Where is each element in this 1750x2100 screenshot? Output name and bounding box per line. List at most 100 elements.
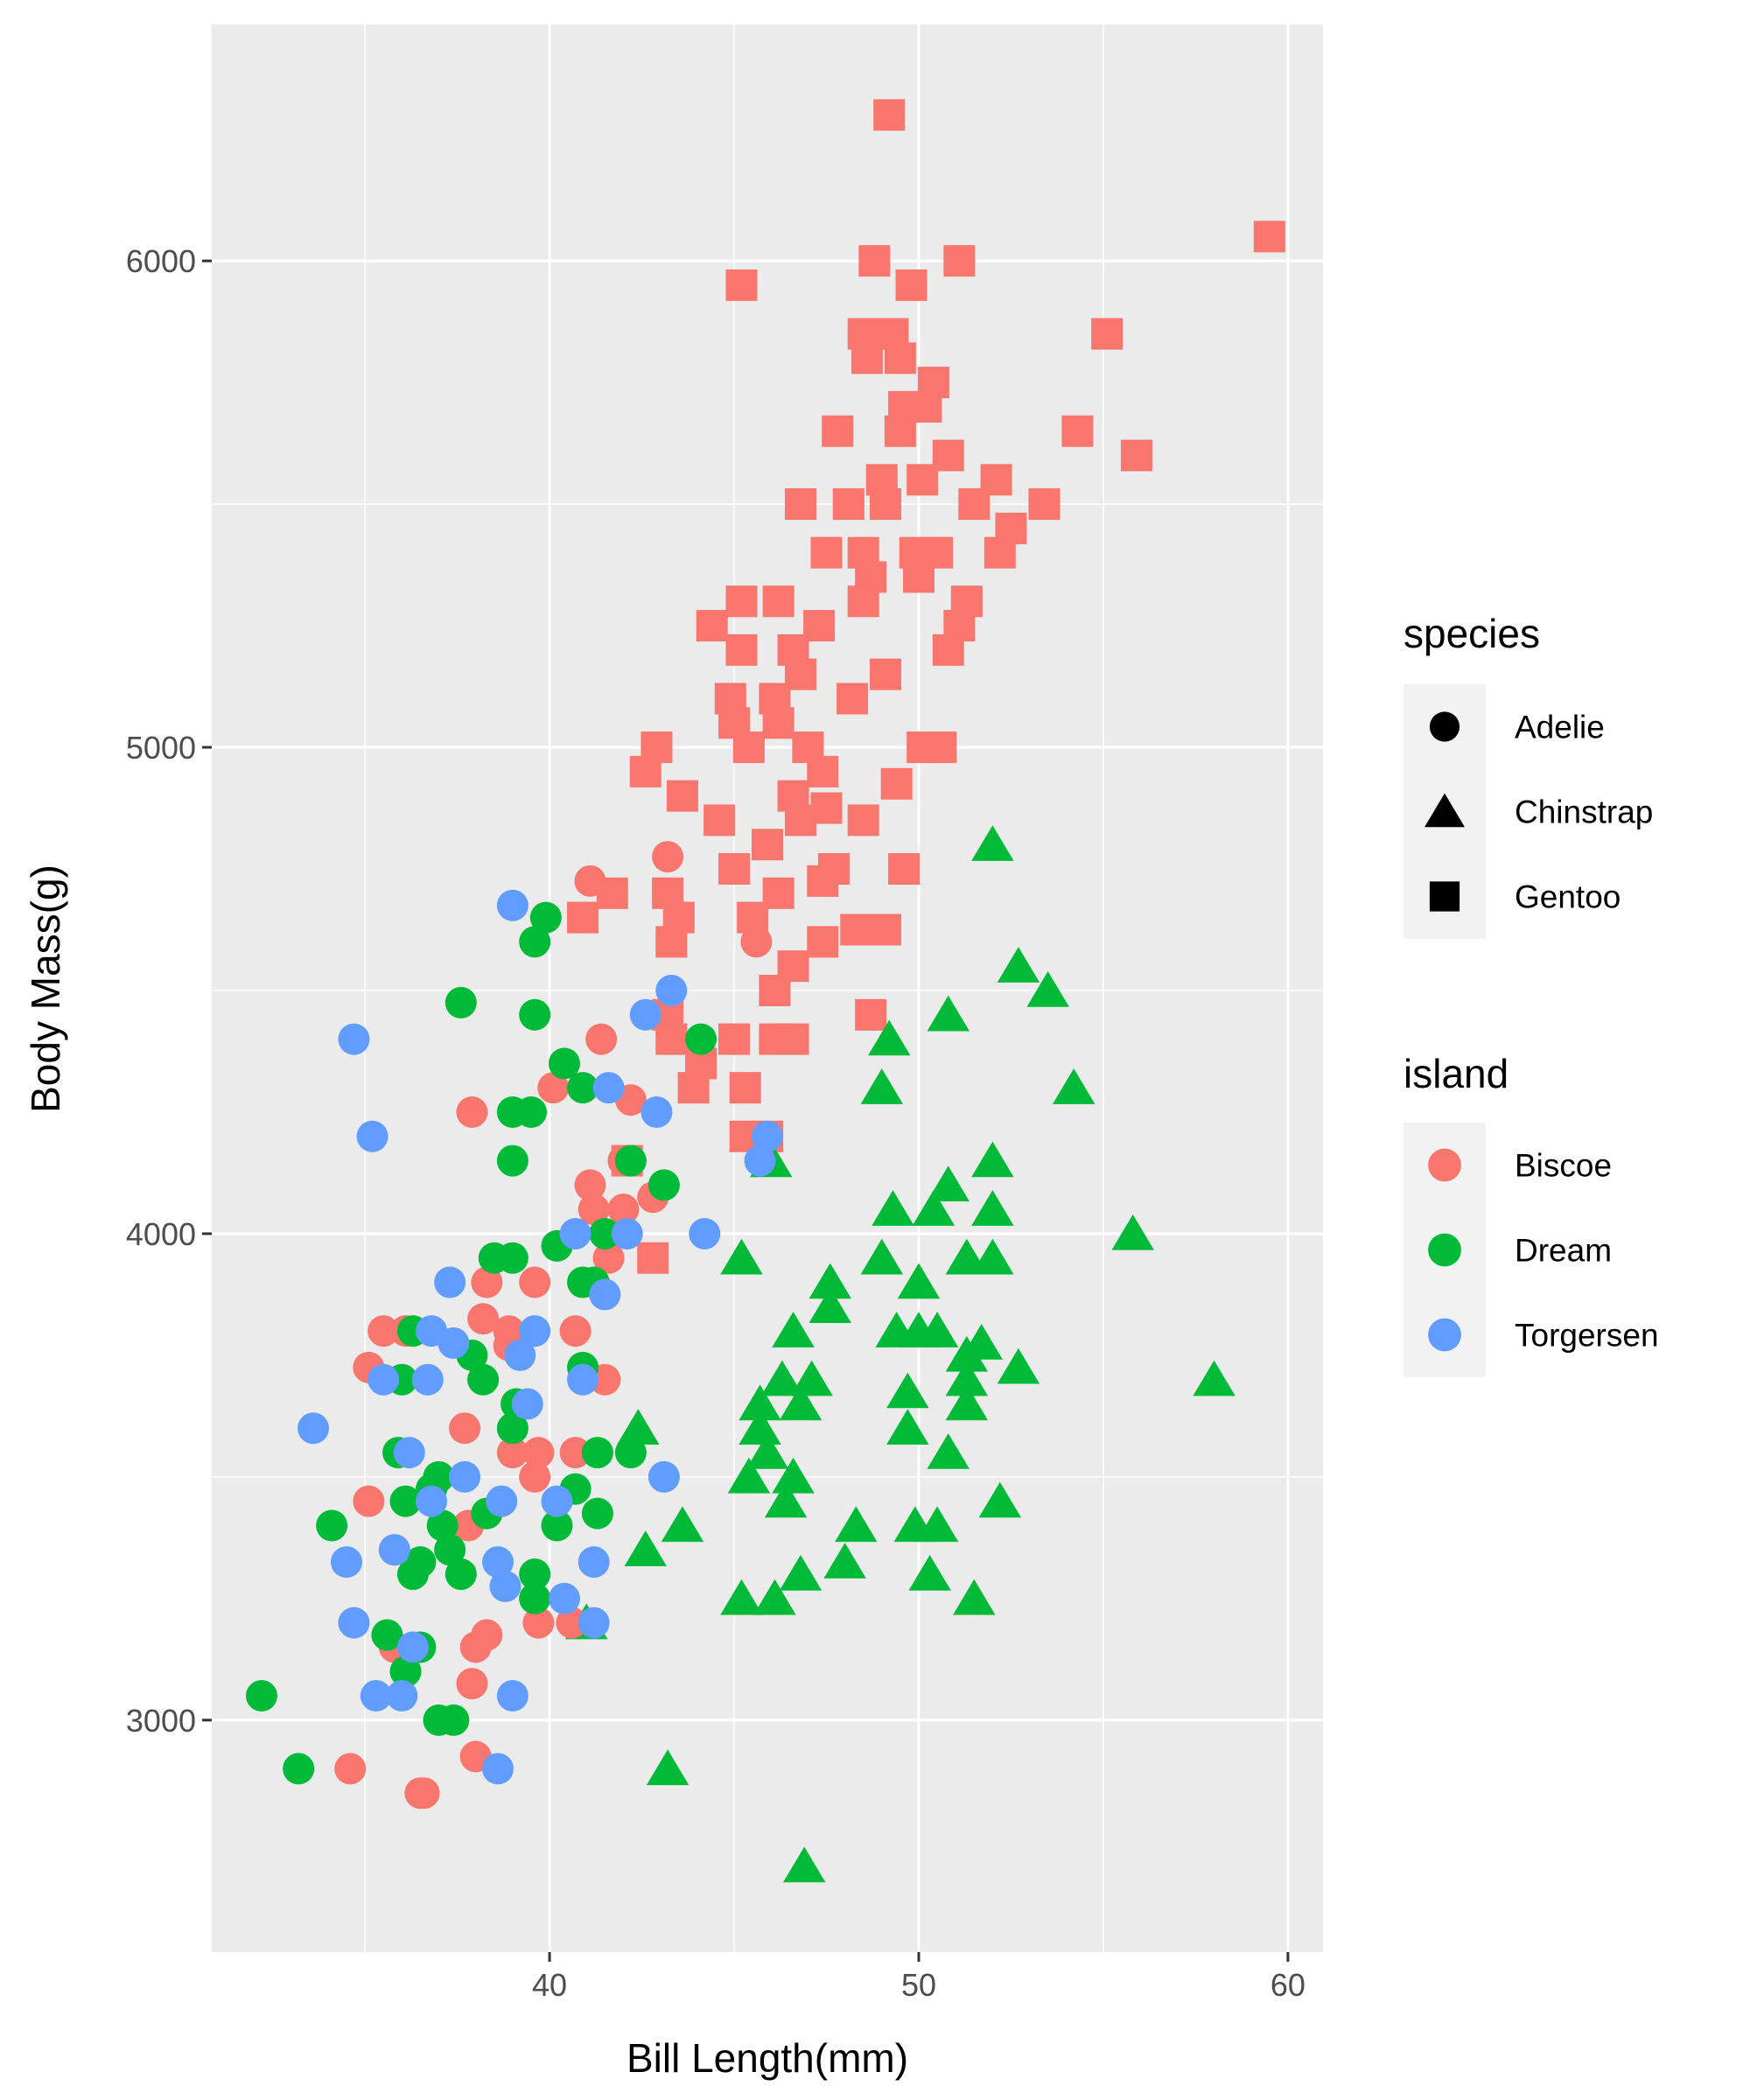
point-adelie-dream [519, 1558, 551, 1591]
point-adelie-dream [581, 1437, 613, 1469]
point-adelie-dream [614, 1437, 647, 1469]
point-adelie-torgersen [396, 1631, 429, 1663]
point-gentoo-biscoe [895, 269, 928, 301]
point-adelie-torgersen [360, 1680, 392, 1712]
point-gentoo-biscoe [807, 926, 839, 958]
point-gentoo-biscoe [902, 561, 934, 593]
point-adelie-dream [614, 1144, 647, 1177]
point-chinstrap-dream [772, 1457, 815, 1494]
point-adelie-biscoe [537, 1072, 570, 1104]
point-gentoo-biscoe [666, 780, 698, 812]
point-gentoo-biscoe [847, 804, 879, 836]
legend-key-chinstrap [1424, 793, 1465, 828]
point-adelie-torgersen [752, 1120, 783, 1152]
legend-title-species: species [1404, 611, 1540, 656]
point-gentoo-biscoe [718, 1023, 751, 1055]
point-adelie-biscoe [740, 926, 773, 958]
point-adelie-torgersen [578, 1606, 610, 1639]
point-chinstrap-dream [661, 1506, 704, 1543]
point-gentoo-biscoe [567, 901, 599, 934]
point-chinstrap-dream [808, 1287, 851, 1324]
point-chinstrap-dream [808, 1263, 851, 1299]
point-gentoo-biscoe [870, 658, 902, 690]
point-adelie-biscoe [496, 1437, 528, 1469]
y-axis-title: Body Mass(g) [23, 864, 68, 1113]
point-adelie-torgersen [567, 1363, 599, 1396]
legend-label-gentoo: Gentoo [1515, 879, 1620, 915]
legend-key-biscoe [1428, 1148, 1461, 1182]
point-gentoo-biscoe [932, 634, 964, 666]
point-chinstrap-dream [720, 1238, 763, 1275]
point-gentoo-biscoe [865, 464, 898, 496]
point-chinstrap-dream [997, 947, 1040, 983]
point-adelie-biscoe [559, 1315, 592, 1348]
point-gentoo-biscoe [995, 512, 1027, 544]
point-gentoo-biscoe [725, 585, 758, 618]
point-adelie-biscoe [559, 1437, 592, 1469]
point-gentoo-biscoe [725, 269, 758, 301]
point-chinstrap-dream [886, 1372, 929, 1409]
point-gentoo-biscoe [704, 804, 736, 836]
point-adelie-dream [389, 1656, 422, 1688]
point-chinstrap-dream [1052, 1068, 1096, 1104]
point-gentoo-biscoe [870, 914, 902, 946]
point-chinstrap-dream [978, 1481, 1022, 1518]
point-chinstrap-dream [897, 1263, 941, 1299]
point-gentoo-biscoe [718, 853, 751, 886]
legend-key-adelie [1429, 711, 1460, 742]
point-adelie-torgersen [511, 1388, 543, 1420]
point-chinstrap-dream [945, 1335, 989, 1372]
point-adelie-dream [519, 1582, 551, 1614]
point-adelie-dream [438, 1704, 470, 1736]
point-adelie-dream [467, 1363, 500, 1396]
point-adelie-dream [519, 998, 551, 1031]
legend-label-chinstrap: Chinstrap [1515, 794, 1653, 830]
point-adelie-dream [648, 1169, 680, 1201]
point-chinstrap-dream [617, 1409, 660, 1446]
point-gentoo-biscoe [873, 99, 906, 131]
point-adelie-torgersen [338, 1023, 370, 1055]
point-adelie-biscoe [592, 1242, 625, 1274]
point-adelie-biscoe [519, 1460, 551, 1493]
point-adelie-biscoe [578, 1194, 610, 1226]
x-tick-label: 60 [1270, 1967, 1306, 2003]
legend-label-biscoe: Biscoe [1515, 1148, 1612, 1184]
point-adelie-torgersen [338, 1606, 370, 1639]
point-adelie-torgersen [368, 1363, 400, 1396]
point-adelie-biscoe [368, 1315, 400, 1348]
point-gentoo-biscoe [784, 804, 816, 836]
point-adelie-torgersen [416, 1485, 448, 1517]
point-chinstrap-dream [927, 995, 970, 1032]
point-chinstrap-dream [746, 1433, 789, 1469]
point-adelie-torgersen [356, 1120, 388, 1152]
point-chinstrap-dream [1193, 1360, 1236, 1396]
point-chinstrap-dream [997, 1348, 1040, 1384]
point-adelie-biscoe [449, 1412, 481, 1445]
point-chinstrap-dream [835, 1506, 878, 1543]
point-chinstrap-dream [764, 1481, 808, 1518]
point-adelie-torgersen [689, 1217, 721, 1250]
legend-label-dream: Dream [1515, 1233, 1612, 1269]
point-adelie-biscoe [607, 1194, 640, 1226]
point-adelie-torgersen [548, 1582, 580, 1614]
point-adelie-torgersen [416, 1315, 448, 1348]
point-gentoo-biscoe [732, 732, 765, 764]
point-gentoo-biscoe [880, 767, 913, 800]
point-adelie-dream [496, 1242, 528, 1274]
point-gentoo-biscoe [1091, 318, 1124, 350]
point-gentoo-biscoe [840, 914, 872, 946]
point-gentoo-biscoe [777, 1023, 809, 1055]
legend-key-dream [1428, 1233, 1461, 1267]
point-adelie-dream [496, 1144, 528, 1177]
point-chinstrap-dream [753, 1578, 796, 1615]
point-chinstrap-dream [782, 1846, 826, 1883]
point-chinstrap-dream [860, 1238, 903, 1275]
point-adelie-torgersen [578, 1546, 610, 1578]
point-gentoo-biscoe [637, 1242, 669, 1274]
point-gentoo-biscoe [850, 342, 883, 374]
point-chinstrap-dream [915, 1312, 959, 1348]
point-adelie-torgersen [393, 1437, 425, 1469]
point-adelie-dream [389, 1485, 422, 1517]
point-gentoo-biscoe [784, 488, 816, 521]
point-adelie-torgersen [298, 1412, 330, 1445]
